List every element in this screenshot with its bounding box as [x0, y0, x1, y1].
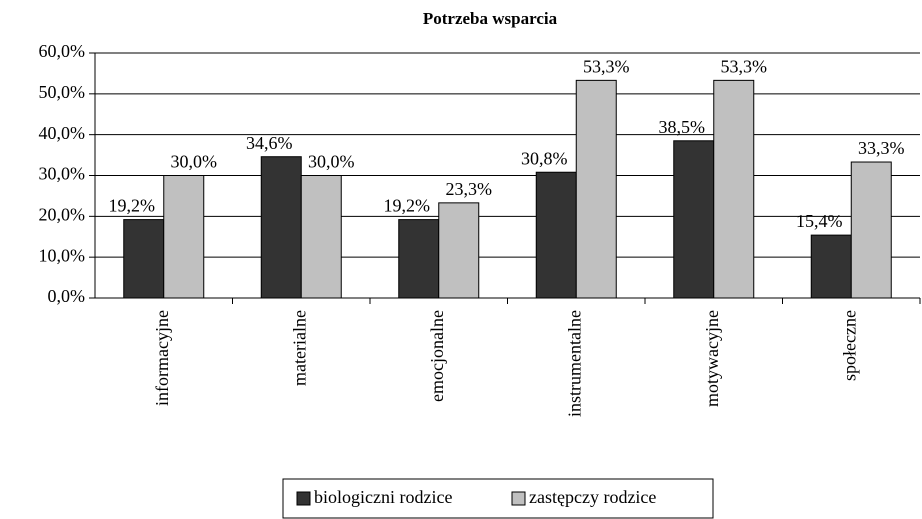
- y-tick-label: 40,0%: [39, 123, 86, 143]
- x-tick-label: społeczne: [839, 310, 859, 381]
- legend-label: zastępczy rodzice: [529, 487, 656, 507]
- bar: [673, 140, 715, 299]
- chart-title: Potrzeba wsparcia: [423, 9, 558, 28]
- x-tick-label: materialne: [289, 310, 309, 386]
- value-label: 23,3%: [446, 179, 493, 199]
- y-tick-label: 30,0%: [39, 164, 86, 184]
- value-label: 34,6%: [246, 133, 293, 153]
- value-label: 30,8%: [521, 148, 568, 168]
- bar: [123, 219, 165, 299]
- value-label: 53,3%: [583, 56, 630, 76]
- value-label: 53,3%: [721, 56, 768, 76]
- legend: biologiczni rodzice zastępczy rodzice: [282, 478, 714, 519]
- legend-swatch: [511, 491, 526, 506]
- y-tick-label: 50,0%: [39, 82, 86, 102]
- value-label: 38,5%: [659, 117, 706, 137]
- bar: [260, 156, 302, 299]
- value-label: 15,4%: [796, 211, 843, 231]
- y-tick-label: 10,0%: [39, 245, 86, 265]
- bar: [575, 79, 617, 299]
- legend-label: biologiczni rodzice: [314, 487, 452, 507]
- bar: [535, 171, 577, 299]
- bar: [713, 79, 755, 299]
- x-tick-label: emocjonalne: [427, 310, 447, 402]
- x-tick-label: informacyjne: [152, 310, 172, 406]
- y-tick-label: 0,0%: [48, 286, 86, 306]
- value-label: 19,2%: [109, 196, 156, 216]
- y-tick-label: 20,0%: [39, 204, 86, 224]
- value-label: 19,2%: [384, 196, 431, 216]
- bar: [850, 161, 892, 299]
- bar: [438, 202, 480, 299]
- bar: [810, 234, 852, 299]
- legend-box: [282, 478, 714, 519]
- x-tick-label: instrumentalne: [564, 310, 584, 417]
- value-label: 30,0%: [308, 152, 355, 172]
- value-label: 33,3%: [858, 138, 905, 158]
- bar: [300, 175, 342, 299]
- value-label: 30,0%: [171, 152, 218, 172]
- legend-swatch: [296, 491, 311, 506]
- x-tick-label: motywacyjne: [702, 310, 722, 407]
- bar: [398, 219, 440, 299]
- y-tick-label: 60,0%: [39, 41, 86, 61]
- bar: [163, 175, 205, 299]
